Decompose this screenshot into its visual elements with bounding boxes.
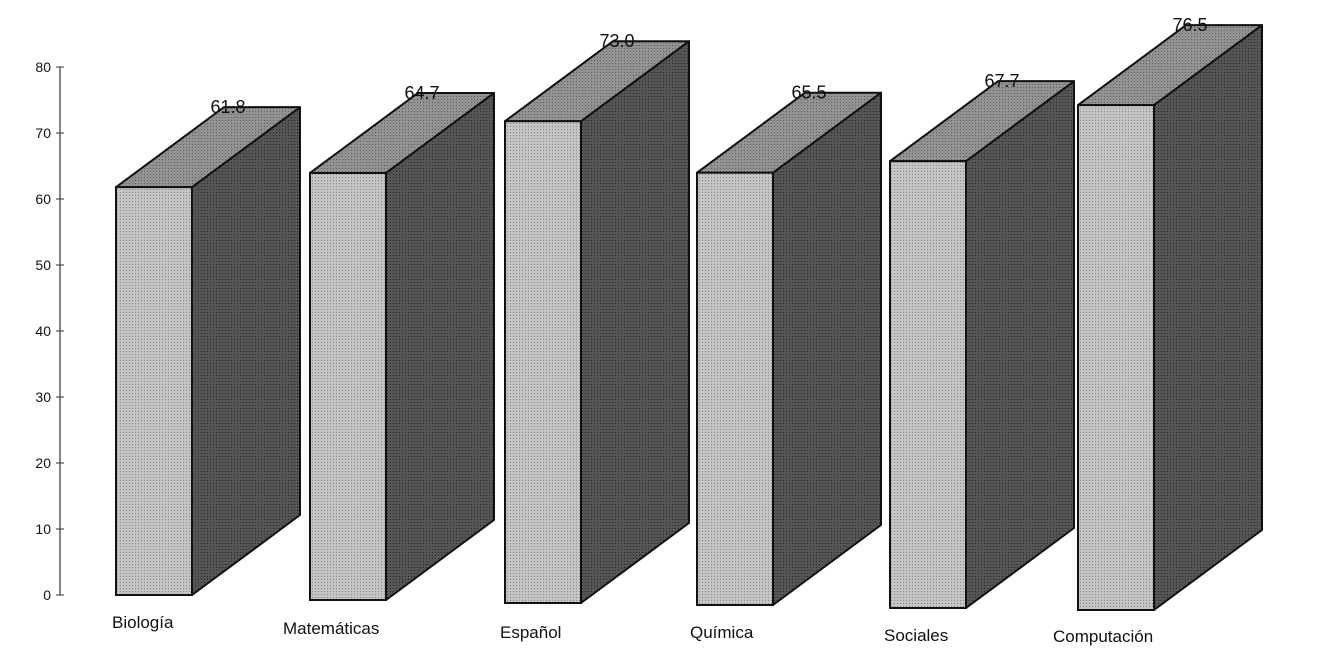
y-tick-label: 30 <box>35 389 51 405</box>
bar-side-face <box>772 91 882 606</box>
bars-group: 61.8 64.7 73.0 65.5 67.7 76.5 <box>115 15 1263 611</box>
category-label: Química <box>690 623 754 642</box>
y-tick-label: 50 <box>35 257 51 273</box>
bar-side-face <box>580 40 690 604</box>
bar-front-face <box>504 120 582 604</box>
y-tick-label: 60 <box>35 191 51 207</box>
bar-3 <box>504 40 690 604</box>
bar-side-face <box>385 91 495 601</box>
value-label: 61.8 <box>210 97 245 117</box>
bar-5 <box>889 80 1075 609</box>
category-label: Computación <box>1053 627 1153 646</box>
y-tick-label: 40 <box>35 323 51 339</box>
value-label: 64.7 <box>404 83 439 103</box>
y-tick-label: 20 <box>35 455 51 471</box>
value-label: 76.5 <box>1172 15 1207 35</box>
category-label: Sociales <box>884 626 948 645</box>
category-label: Biología <box>112 613 174 632</box>
category-label: Matemáticas <box>283 619 379 638</box>
y-tick-label: 70 <box>35 125 51 141</box>
category-label: Español <box>500 623 561 642</box>
bar-front-face <box>889 160 967 609</box>
bar-side-face <box>965 80 1075 609</box>
bar-side-face <box>1153 24 1263 611</box>
bar-2 <box>309 91 495 601</box>
bar-front-face <box>309 171 387 601</box>
bar-6 <box>1077 24 1263 611</box>
bar-side-face <box>191 106 301 596</box>
value-label: 67.7 <box>984 71 1019 91</box>
y-tick-label: 0 <box>43 587 51 603</box>
y-axis: 0 10 20 30 40 50 60 70 80 <box>35 59 64 603</box>
category-labels: Biología Matemáticas Español Química Sociale… <box>112 613 1153 646</box>
bar-1 <box>115 106 301 596</box>
value-label: 65.5 <box>791 83 826 103</box>
y-tick-label: 10 <box>35 521 51 537</box>
bar-4 <box>696 91 882 606</box>
value-label: 73.0 <box>599 31 634 51</box>
bar-front-face <box>115 186 193 596</box>
bar-front-face <box>696 171 774 606</box>
y-tick-label: 80 <box>35 59 51 75</box>
bar-front-face <box>1077 104 1155 611</box>
